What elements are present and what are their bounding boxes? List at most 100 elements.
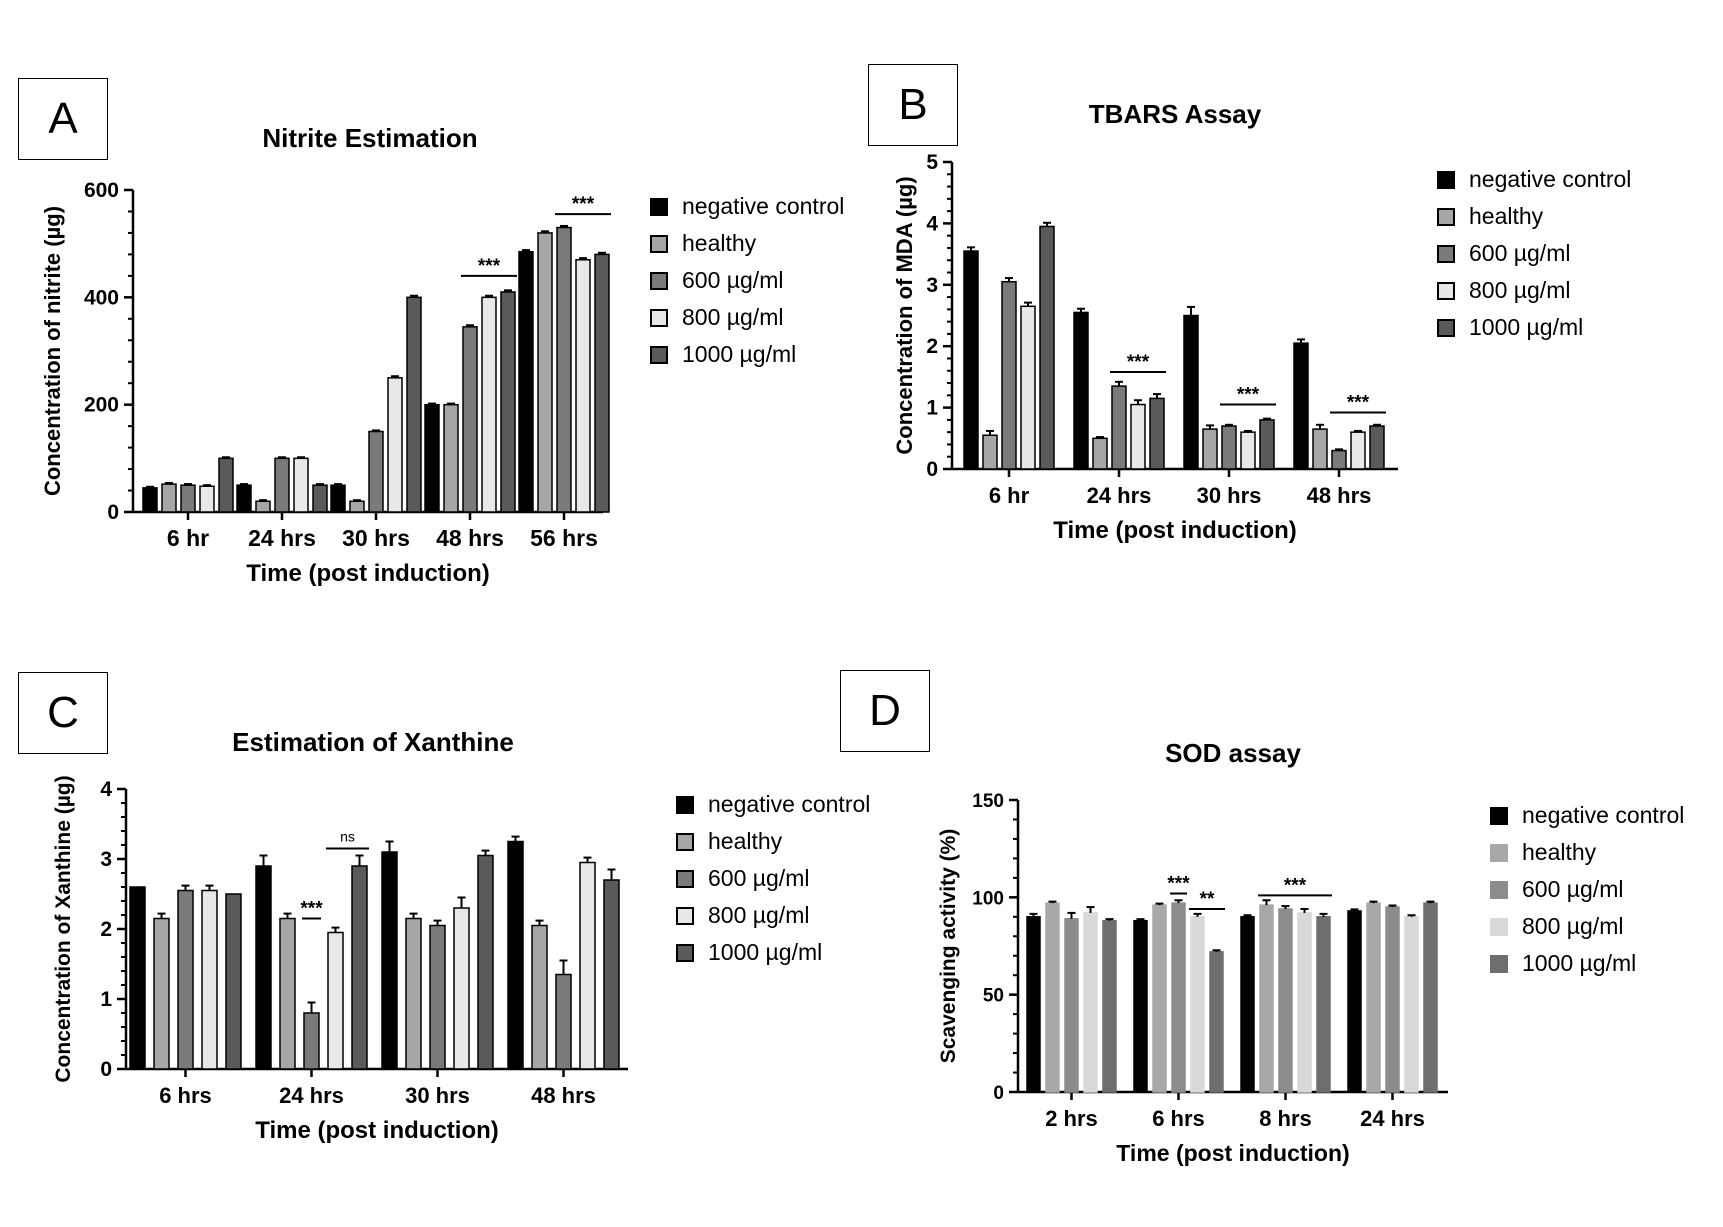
x-tick-label: 30 hrs <box>1197 483 1262 508</box>
bar <box>279 917 296 1070</box>
legend-label: 800 µg/ml <box>1522 913 1624 939</box>
panel-b-title: TBARS Assay <box>1088 99 1262 129</box>
bar <box>453 907 470 1070</box>
y-tick-label: 3 <box>926 274 938 297</box>
bar <box>312 484 328 513</box>
bar <box>1331 449 1347 470</box>
bar <box>1366 902 1381 1093</box>
legend-swatch <box>676 795 694 814</box>
bar <box>537 232 553 513</box>
significance-label: *** <box>1237 385 1260 406</box>
legend-label: 600 µg/ml <box>1522 876 1624 902</box>
legend-item: healthy <box>676 823 870 860</box>
bar <box>1278 908 1293 1093</box>
bar <box>330 484 346 513</box>
bar <box>1240 916 1255 1093</box>
bar <box>1102 919 1117 1093</box>
bar <box>1020 305 1036 470</box>
x-tick-label: 56 hrs <box>530 525 598 551</box>
bar <box>236 484 252 513</box>
bar <box>225 893 242 1070</box>
y-tick-label: 200 <box>84 394 119 417</box>
x-tick-label: 6 hrs <box>1152 1106 1205 1131</box>
bar <box>1111 385 1127 470</box>
bar <box>477 854 494 1070</box>
y-tick-label: 2 <box>926 335 938 358</box>
bar <box>1171 902 1186 1093</box>
bar <box>555 973 572 1070</box>
bar <box>1209 951 1224 1093</box>
bar <box>303 1012 320 1070</box>
x-tick-label: 30 hrs <box>342 525 410 551</box>
bar <box>1039 225 1055 470</box>
y-tick-label: 400 <box>84 286 119 309</box>
x-tick-label: 6 hrs <box>159 1083 212 1108</box>
legend-swatch <box>1437 318 1455 337</box>
bar <box>1190 916 1205 1093</box>
y-tick-label: 5 <box>926 151 938 174</box>
significance-label: *** <box>478 256 501 277</box>
bar <box>603 879 620 1070</box>
y-tick-label: 1 <box>100 988 112 1011</box>
x-tick-label: 2 hrs <box>1045 1106 1098 1131</box>
legend-swatch <box>1437 207 1455 226</box>
significance-label: *** <box>1127 352 1150 373</box>
panel-d-title: SOD assay <box>1165 738 1301 768</box>
bar <box>177 889 194 1070</box>
bar <box>1183 314 1199 470</box>
x-axis-label: Time (post induction) <box>1116 1140 1349 1166</box>
legend-item: healthy <box>1490 834 1684 871</box>
legend-swatch <box>1490 917 1508 936</box>
significance-label: *** <box>1167 873 1190 894</box>
bar <box>1316 916 1331 1093</box>
bar <box>327 931 344 1070</box>
x-tick-label: 8 hrs <box>1259 1106 1312 1131</box>
y-tick-label: 1 <box>926 397 938 420</box>
bar <box>1240 431 1256 470</box>
x-tick-label: 24 hrs <box>279 1083 344 1108</box>
legend-swatch <box>1490 880 1508 899</box>
panel-c-legend: negative control healthy 600 µg/ml 800 µg/m… <box>676 786 870 971</box>
bar <box>982 434 998 470</box>
x-tick-label: 24 hrs <box>1087 483 1152 508</box>
bar <box>1297 912 1312 1093</box>
legend-swatch <box>1437 244 1455 263</box>
x-tick-label: 24 hrs <box>248 525 316 551</box>
legend-label: negative control <box>1469 166 1632 192</box>
x-axis-label: Time (post induction) <box>1053 517 1297 544</box>
panel-b-label: B <box>868 64 958 146</box>
bar <box>963 250 979 470</box>
bar <box>161 483 177 513</box>
bar <box>462 326 478 513</box>
panel-a-label: A <box>18 78 108 160</box>
legend-item: 1000 µg/ml <box>676 934 870 971</box>
legend-item: healthy <box>650 225 844 262</box>
legend-label: healthy <box>1522 839 1597 865</box>
bar <box>255 500 271 513</box>
bar <box>1404 916 1419 1093</box>
y-tick-label: 4 <box>100 778 112 801</box>
panel-d-legend: negative control healthy 600 µg/ml 800 µg/m… <box>1490 797 1684 982</box>
y-axis-label: Concentration of nitrite (µg) <box>40 206 65 496</box>
bar <box>507 840 524 1070</box>
legend-swatch <box>1490 954 1508 973</box>
legend-item: healthy <box>1437 198 1631 235</box>
bar <box>531 924 548 1070</box>
legend-label: 600 µg/ml <box>708 865 810 891</box>
legend-item: 800 µg/ml <box>676 897 870 934</box>
legend-swatch <box>650 345 668 364</box>
significance-label: *** <box>572 194 595 215</box>
bar <box>1202 428 1218 470</box>
y-axis-label: Scavenging activity (%) <box>937 829 960 1064</box>
legend-label: 800 µg/ml <box>708 902 810 928</box>
significance-label: *** <box>1284 875 1307 896</box>
y-tick-label: 600 <box>84 179 119 202</box>
panel-d-label: D <box>840 670 930 752</box>
bar <box>1026 916 1041 1093</box>
legend-label: 800 µg/ml <box>1469 277 1571 303</box>
significance-label: *** <box>1347 393 1370 414</box>
x-axis-label: Time (post induction) <box>255 1117 499 1144</box>
y-axis-label: Concentration of MDA (µg) <box>892 176 917 454</box>
legend-swatch <box>676 869 694 888</box>
bar <box>1221 425 1237 470</box>
